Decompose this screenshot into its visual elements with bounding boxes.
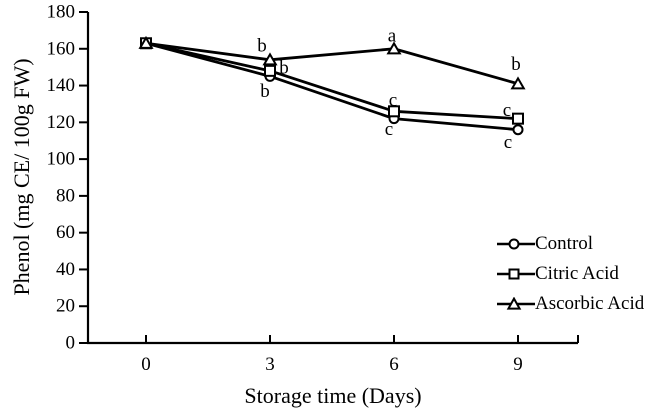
triangle-marker <box>510 76 526 90</box>
y-tick-label: 140 <box>47 75 76 96</box>
legend-label-control: Control <box>535 233 594 254</box>
triangle-marker <box>262 52 278 66</box>
legend-label-ascorbic-acid: Ascorbic Acid <box>535 293 645 314</box>
circle-marker-icon <box>497 238 535 250</box>
legend: Control Citric Acid Ascorbic Acid <box>497 229 644 319</box>
x-tick-label: 6 <box>389 354 399 375</box>
significance-letter: b <box>279 57 289 78</box>
series-line-ascorbic-acid <box>145 41 519 86</box>
y-axis-title: Phenol (mg CE/ 100g FW) <box>9 58 34 296</box>
x-axis-title: Storage time (Days) <box>244 383 422 408</box>
y-tick-label: 0 <box>66 333 76 354</box>
x-tick-label: 3 <box>265 354 275 375</box>
legend-item-ascorbic-acid: Ascorbic Acid <box>497 289 644 319</box>
square-marker <box>388 105 400 118</box>
y-tick-label: 180 <box>47 2 76 23</box>
series-line-control <box>145 41 519 132</box>
y-tick-label: 40 <box>56 259 75 280</box>
significance-letter: c <box>389 90 397 111</box>
series-line-citric-acid <box>145 41 519 121</box>
square-marker <box>512 112 524 125</box>
y-tick-label: 60 <box>56 222 75 243</box>
x-tick-label: 9 <box>513 354 523 375</box>
circle-marker <box>512 124 524 136</box>
significance-letter: c <box>503 100 511 121</box>
legend-item-citric-acid: Citric Acid <box>497 259 644 289</box>
triangle-marker <box>386 41 402 55</box>
y-tick-label: 20 <box>56 296 75 317</box>
significance-letter: a <box>388 25 397 46</box>
triangle-marker-icon <box>497 297 535 310</box>
legend-label-citric-acid: Citric Acid <box>535 263 619 284</box>
significance-letter: c <box>385 119 393 140</box>
y-tick-label: 80 <box>56 185 75 206</box>
square-marker-icon <box>497 268 535 280</box>
y-tick-label: 100 <box>47 149 76 170</box>
significance-letter: c <box>504 132 512 153</box>
significance-letter: b <box>511 54 521 75</box>
y-tick-label: 160 <box>47 38 76 59</box>
significance-letter: b <box>257 35 267 56</box>
square-marker <box>264 64 276 77</box>
x-tick-label: 0 <box>141 354 151 375</box>
legend-item-control: Control <box>497 229 644 259</box>
triangle-marker <box>138 35 154 49</box>
y-tick-label: 120 <box>47 112 76 133</box>
significance-letter: b <box>260 81 270 102</box>
